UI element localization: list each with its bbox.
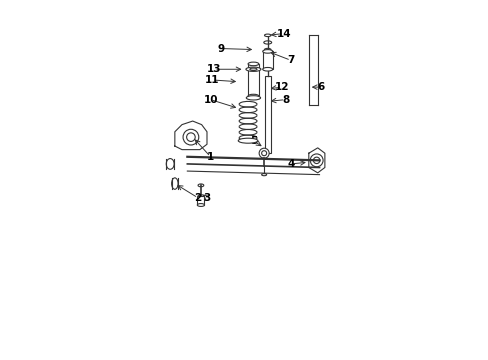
Text: 8: 8	[282, 95, 288, 105]
Text: 10: 10	[203, 95, 217, 105]
Text: 2: 2	[194, 193, 201, 203]
Ellipse shape	[171, 178, 178, 189]
Bar	[197, 196, 204, 205]
Text: 4: 4	[286, 159, 294, 169]
Ellipse shape	[264, 48, 270, 51]
Ellipse shape	[262, 67, 272, 71]
Ellipse shape	[247, 94, 258, 98]
Text: 9: 9	[217, 44, 224, 54]
Circle shape	[186, 133, 195, 141]
Ellipse shape	[198, 184, 203, 187]
Circle shape	[183, 129, 198, 145]
Text: 12: 12	[274, 82, 289, 92]
Text: 6: 6	[317, 82, 324, 92]
Ellipse shape	[245, 67, 261, 71]
Circle shape	[259, 148, 268, 158]
Text: 5: 5	[249, 136, 257, 146]
Bar	[262, 51, 272, 69]
Ellipse shape	[238, 138, 257, 143]
Ellipse shape	[166, 158, 174, 169]
Text: 3: 3	[203, 193, 210, 203]
Text: 7: 7	[286, 55, 294, 65]
Text: 14: 14	[276, 28, 290, 39]
Ellipse shape	[263, 41, 271, 44]
Text: 1: 1	[206, 152, 214, 162]
Ellipse shape	[249, 68, 257, 71]
Ellipse shape	[198, 195, 203, 198]
Ellipse shape	[261, 174, 266, 176]
Bar	[264, 76, 270, 153]
Ellipse shape	[264, 34, 270, 37]
Text: 13: 13	[206, 64, 221, 74]
Ellipse shape	[197, 203, 204, 206]
Circle shape	[313, 157, 319, 163]
Circle shape	[309, 154, 323, 167]
Ellipse shape	[247, 62, 258, 66]
Text: 11: 11	[204, 75, 219, 85]
Bar	[247, 64, 258, 96]
Ellipse shape	[262, 50, 272, 53]
Circle shape	[261, 151, 266, 156]
Ellipse shape	[246, 96, 260, 100]
